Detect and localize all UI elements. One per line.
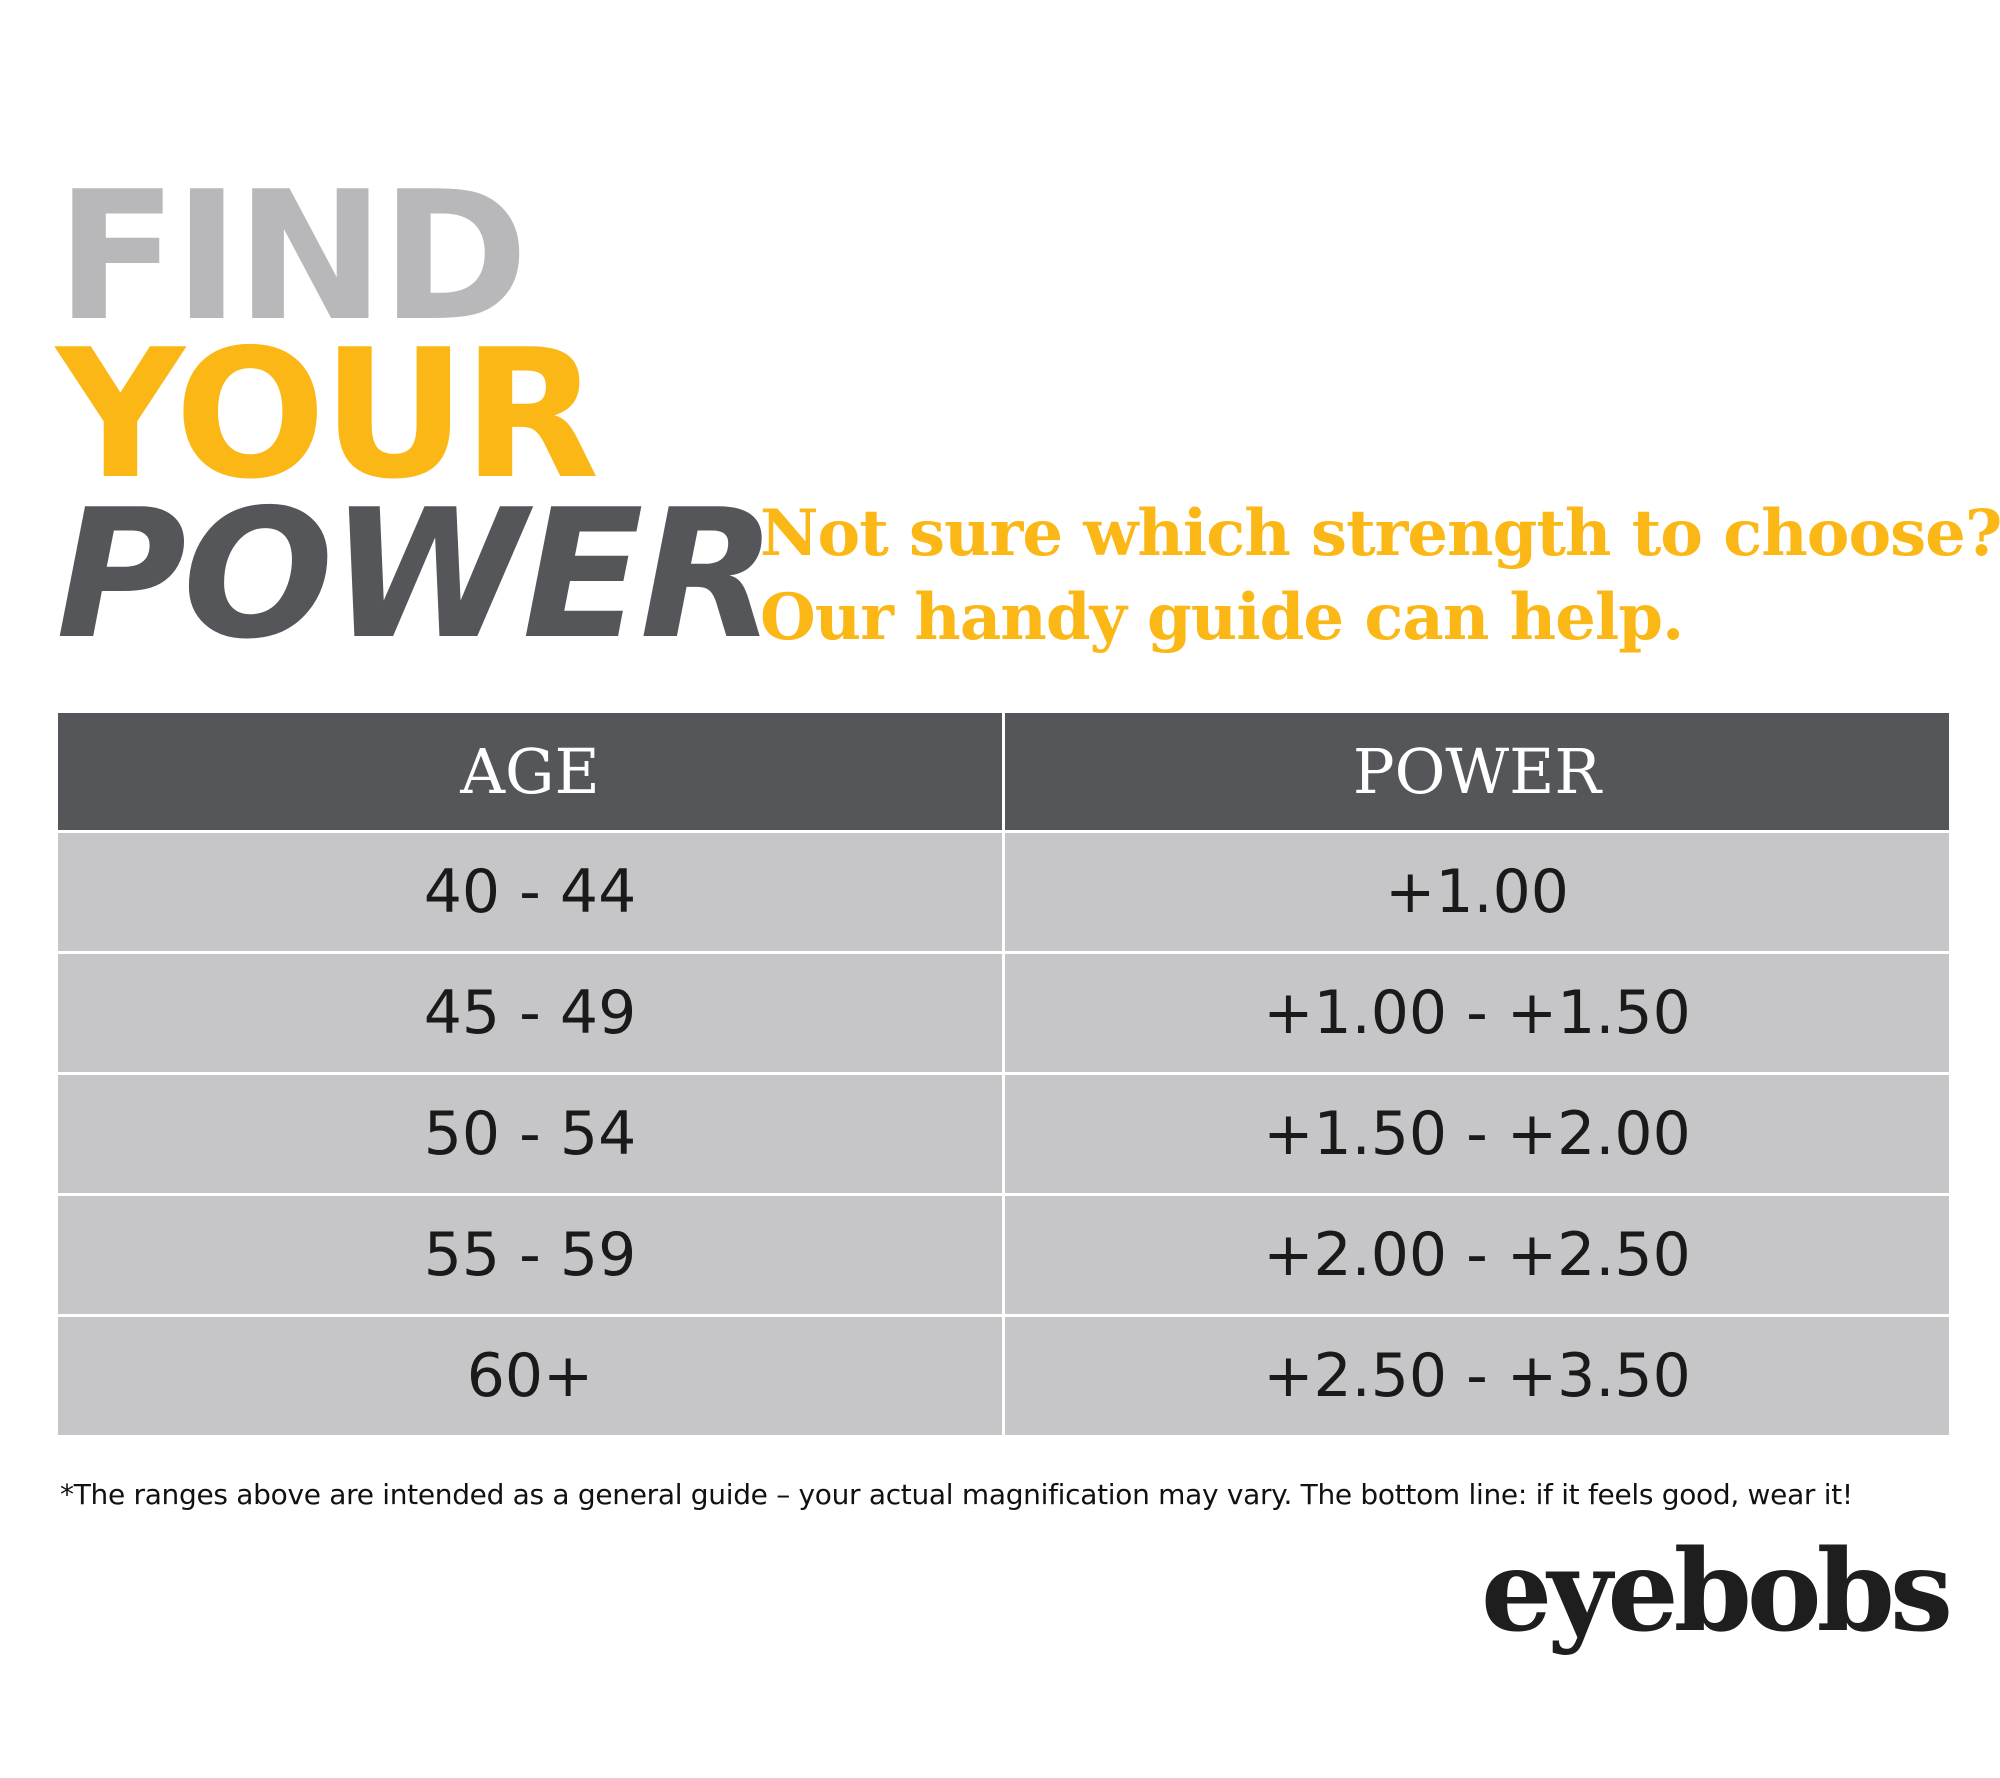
headline-your: YOUR xyxy=(56,311,599,518)
header-age: AGE xyxy=(58,713,1004,832)
footnote: *The ranges above are intended as a gene… xyxy=(60,1478,1853,1511)
age-cell: 60+ xyxy=(58,1314,1004,1435)
power-cell: +2.00 - +2.50 xyxy=(1002,1193,1949,1316)
subtitle-line-2: Our handy guide can help. xyxy=(760,580,1684,655)
age-cell: 40 - 44 xyxy=(58,830,1004,953)
table-row: 60+ +2.50 - +3.50 xyxy=(58,1314,1949,1435)
power-cell: +2.50 - +3.50 xyxy=(1002,1314,1949,1435)
power-guide-table: AGE POWER 40 - 44 +1.00 45 - 49 +1.00 - +1… xyxy=(58,713,1949,1435)
age-cell: 50 - 54 xyxy=(58,1072,1004,1195)
power-cell: +1.50 - +2.00 xyxy=(1002,1072,1949,1195)
table-row: 45 - 49 +1.00 - +1.50 xyxy=(58,951,1949,1074)
headline-find: FIND xyxy=(56,153,529,360)
table-header-row: AGE POWER xyxy=(58,713,1949,832)
eyebobs-logo: eyebobs xyxy=(1481,1526,1953,1657)
table-row: 50 - 54 +1.50 - +2.00 xyxy=(58,1072,1949,1195)
power-cell: +1.00 xyxy=(1002,830,1949,953)
table-row: 55 - 59 +2.00 - +2.50 xyxy=(58,1193,1949,1316)
power-cell: +1.00 - +1.50 xyxy=(1002,951,1949,1074)
age-cell: 55 - 59 xyxy=(58,1193,1004,1316)
subtitle-line-1: Not sure which strength to choose? xyxy=(760,496,2000,571)
headline-power: POWER xyxy=(56,471,777,678)
table-row: 40 - 44 +1.00 xyxy=(58,830,1949,953)
age-cell: 45 - 49 xyxy=(58,951,1004,1074)
header-power: POWER xyxy=(1002,713,1949,832)
